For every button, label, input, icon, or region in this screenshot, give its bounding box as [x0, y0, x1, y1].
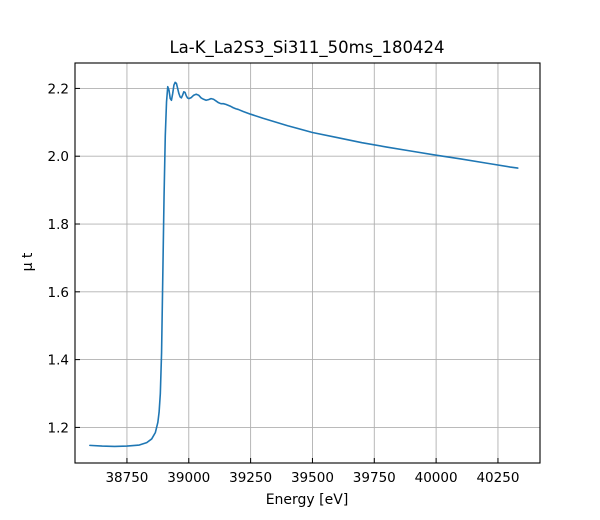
x-tick-label: 39000	[167, 470, 210, 486]
x-axis-label: Energy [eV]	[266, 492, 349, 508]
y-tick-label: 1.6	[48, 285, 69, 301]
series-line	[89, 81, 519, 448]
axis-ticks: 38750 39000 39250 39500 39750 40000 40250 1.2 1.…	[48, 81, 520, 486]
y-tick-label: 1.2	[48, 420, 69, 436]
y-tick-label: 2.2	[48, 81, 69, 97]
y-tick-label: 2.0	[48, 149, 69, 165]
x-tick-label: 39500	[291, 470, 334, 486]
x-tick-label: 39750	[353, 470, 396, 486]
y-axis-label: μ t	[20, 252, 36, 271]
chart-title: La-K_La2S3_Si311_50ms_180424	[169, 38, 444, 58]
x-tick-label: 40000	[415, 470, 458, 486]
y-tick-label: 1.4	[48, 353, 69, 369]
series-layer	[89, 81, 519, 448]
x-tick-label: 39250	[229, 470, 272, 486]
y-tick-label: 1.8	[48, 217, 69, 233]
grid-lines	[75, 63, 540, 463]
plot-frame	[74, 62, 541, 464]
x-tick-label: 38750	[105, 470, 148, 486]
x-tick-label: 40250	[476, 470, 519, 486]
